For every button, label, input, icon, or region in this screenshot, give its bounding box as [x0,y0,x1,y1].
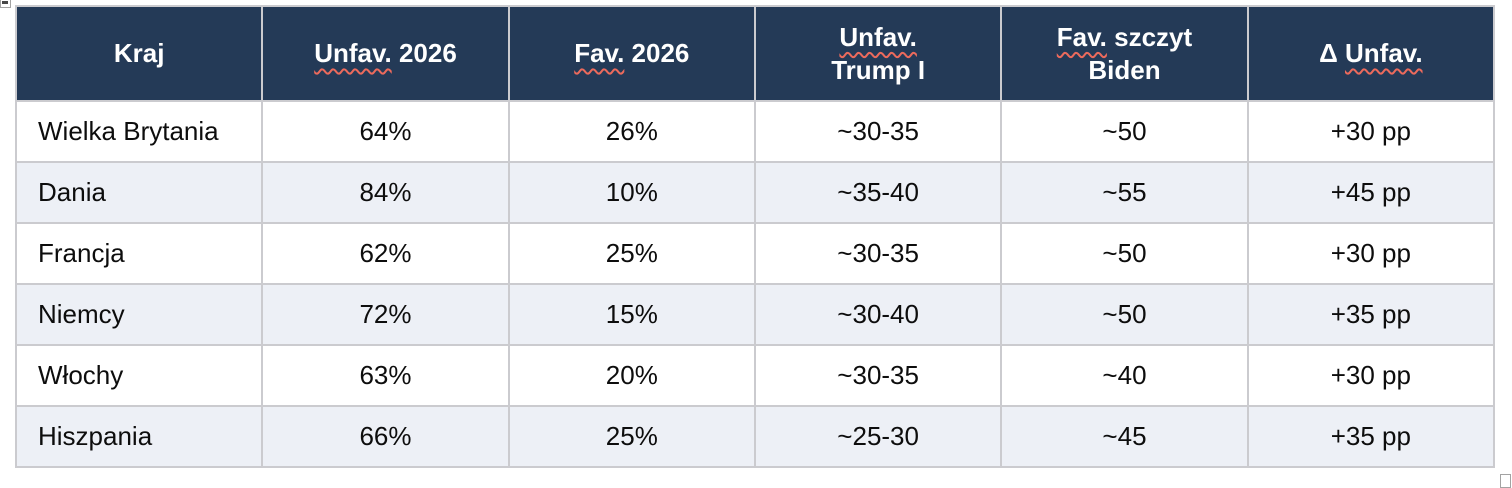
cell-delta-unfav[interactable]: +45 pp [1246,161,1496,224]
cell-fav-2026[interactable]: 15% [507,283,756,346]
cell-delta-unfav[interactable]: +30 pp [1246,222,1496,285]
cell-kraj[interactable]: Wielka Brytania [14,100,264,163]
column-header-fav-szczyt-biden[interactable]: Fav. szczyt Biden [1000,5,1249,102]
cell-unfav-trump-i[interactable]: ~25-30 [753,405,1003,468]
cell-fav-2026[interactable]: 10% [507,161,756,224]
column-header-kraj[interactable]: Kraj [14,5,264,102]
cell-unfav-2026[interactable]: 64% [261,100,510,163]
cell-kraj[interactable]: Hiszpania [14,405,264,468]
column-header-unfav-2026[interactable]: Unfav. 2026 [261,5,510,102]
table-row: Włochy 63% 20% ~30-35 ~40 +30 pp [14,344,1496,407]
spellcheck-flagged-word: Fav. [1056,21,1107,52]
column-header-fav-2026[interactable]: Fav. 2026 [507,5,756,102]
cell-unfav-trump-i[interactable]: ~30-35 [753,222,1003,285]
cell-unfav-2026[interactable]: 63% [261,344,510,407]
cell-fav-2026[interactable]: 25% [507,405,756,468]
cell-kraj[interactable]: Niemcy [14,283,264,346]
cell-unfav-trump-i[interactable]: ~30-35 [753,100,1003,163]
cell-fav-szczyt-biden[interactable]: ~45 [1000,405,1249,468]
table-move-handle-icon [2,1,8,4]
cell-kraj[interactable]: Dania [14,161,264,224]
header-row: Kraj Unfav. 2026 Fav. 2026 Unfav. Trump I Fav… [14,5,1496,102]
cell-fav-szczyt-biden[interactable]: ~50 [1000,283,1249,346]
cell-unfav-trump-i[interactable]: ~30-40 [753,283,1003,346]
table-row: Dania 84% 10% ~35-40 ~55 +45 pp [14,161,1496,224]
cell-unfav-2026[interactable]: 84% [261,161,510,224]
cell-fav-szczyt-biden[interactable]: ~40 [1000,344,1249,407]
table-move-handle[interactable] [0,0,11,8]
table-header: Kraj Unfav. 2026 Fav. 2026 Unfav. Trump I Fav… [14,5,1496,102]
table-row: Francja 62% 25% ~30-35 ~50 +30 pp [14,222,1496,285]
table-row: Wielka Brytania 64% 26% ~30-35 ~50 +30 pp [14,100,1496,163]
table-body: Wielka Brytania 64% 26% ~30-35 ~50 +30 pp Dani… [14,100,1496,468]
table-resize-handle[interactable] [1500,474,1511,488]
column-header-delta-unfav[interactable]: Δ Unfav. [1246,5,1496,102]
cell-fav-szczyt-biden[interactable]: ~50 [1000,222,1249,285]
cell-unfav-2026[interactable]: 66% [261,405,510,468]
cell-delta-unfav[interactable]: +30 pp [1246,344,1496,407]
spellcheck-flagged-word: Unfav. [314,38,392,68]
cell-unfav-2026[interactable]: 72% [261,283,510,346]
cell-delta-unfav[interactable]: +30 pp [1246,100,1496,163]
spellcheck-flagged-word: Unfav. [839,21,917,52]
cell-unfav-trump-i[interactable]: ~30-35 [753,344,1003,407]
cell-fav-2026[interactable]: 25% [507,222,756,285]
table-row: Niemcy 72% 15% ~30-40 ~50 +35 pp [14,283,1496,346]
cell-fav-2026[interactable]: 20% [507,344,756,407]
spellcheck-flagged-word: Fav. [574,38,625,68]
cell-fav-2026[interactable]: 26% [507,100,756,163]
cell-fav-szczyt-biden[interactable]: ~50 [1000,100,1249,163]
country-favorability-table: Kraj Unfav. 2026 Fav. 2026 Unfav. Trump I Fav… [14,5,1496,468]
cell-delta-unfav[interactable]: +35 pp [1246,405,1496,468]
cell-kraj[interactable]: Francja [14,222,264,285]
spellcheck-flagged-word: Unfav. [1345,38,1423,68]
column-header-unfav-trump-i[interactable]: Unfav. Trump I [753,5,1003,102]
cell-delta-unfav[interactable]: +35 pp [1246,283,1496,346]
cell-kraj[interactable]: Włochy [14,344,264,407]
cell-fav-szczyt-biden[interactable]: ~55 [1000,161,1249,224]
cell-unfav-trump-i[interactable]: ~35-40 [753,161,1003,224]
table-row: Hiszpania 66% 25% ~25-30 ~45 +35 pp [14,405,1496,468]
cell-unfav-2026[interactable]: 62% [261,222,510,285]
